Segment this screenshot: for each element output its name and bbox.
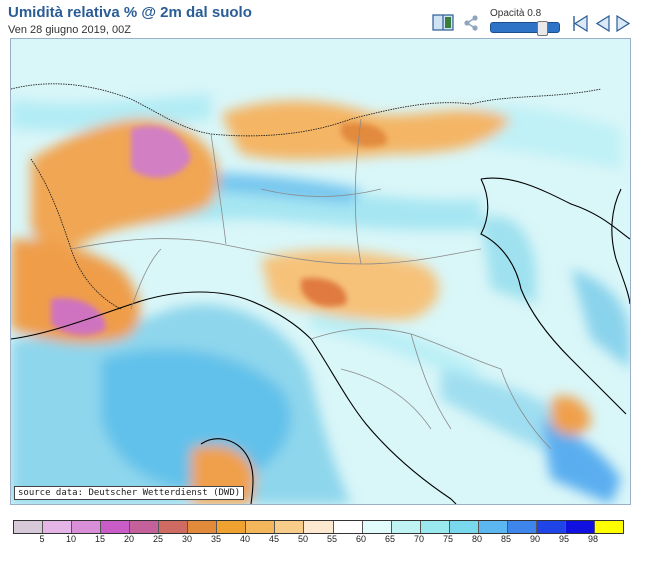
legend-swatch (333, 521, 363, 533)
legend-tick-label: 55 (326, 534, 338, 544)
source-attribution: source data: Deutscher Wetterdienst (DWD… (14, 486, 245, 500)
legend-swatch (362, 521, 392, 533)
legend-ticks: 5 10 15 20 25 30 35 40 45 50 55 60 65 70 75 80 85 90 95 98 (13, 534, 622, 548)
legend-swatch (565, 521, 595, 533)
legend-swatch (130, 521, 160, 533)
legend-swatch (536, 521, 566, 533)
legend-tick-label: 40 (239, 534, 251, 544)
legend-tick-label: 10 (65, 534, 77, 544)
legend-tick-label: 35 (210, 534, 222, 544)
legend-swatch (594, 521, 623, 533)
legend-swatch (188, 521, 218, 533)
opacity-slider[interactable] (490, 21, 560, 36)
legend-tick-label: 25 (152, 534, 164, 544)
legend-swatch (391, 521, 421, 533)
legend-swatch (72, 521, 102, 533)
legend-swatch (246, 521, 276, 533)
opacity-label: Opacità 0.8 (490, 8, 542, 19)
legend-swatch (304, 521, 334, 533)
legend-swatch (275, 521, 305, 533)
opacity-slider-handle[interactable] (537, 21, 548, 36)
toolbar: Opacità 0.8 (432, 8, 637, 37)
legend-swatch (507, 521, 537, 533)
legend-tick-label: 70 (413, 534, 425, 544)
legend-tick-label: 90 (529, 534, 541, 544)
legend-swatch (478, 521, 508, 533)
color-legend (13, 520, 624, 534)
legend-tick-label: 20 (123, 534, 135, 544)
map-subtitle: Ven 28 giugno 2019, 00Z (8, 24, 131, 36)
map-canvas (11, 39, 630, 504)
legend-tick-label: 5 (39, 534, 45, 544)
first-frame-icon[interactable] (572, 14, 590, 37)
book-icon[interactable] (432, 14, 454, 36)
next-frame-icon[interactable] (616, 14, 631, 37)
legend-tick-label: 50 (297, 534, 309, 544)
map-title: Umidità relativa % @ 2m dal suolo (8, 4, 252, 21)
legend-tick-label: 65 (384, 534, 396, 544)
legend-tick-label: 45 (268, 534, 280, 544)
humidity-map[interactable]: source data: Deutscher Wetterdienst (DWD… (10, 38, 631, 505)
legend-tick-label: 75 (442, 534, 454, 544)
legend-tick-label: 85 (500, 534, 512, 544)
legend-tick-label: 60 (355, 534, 367, 544)
legend-swatch (101, 521, 131, 533)
legend-tick-label: 95 (558, 534, 570, 544)
legend-swatch (43, 521, 73, 533)
legend-swatch (449, 521, 479, 533)
legend-swatch (14, 521, 44, 533)
legend-swatch (420, 521, 450, 533)
legend-tick-label: 98 (587, 534, 599, 544)
legend-tick-label: 30 (181, 534, 193, 544)
previous-frame-icon[interactable] (595, 14, 610, 37)
legend-swatch (159, 521, 189, 533)
share-icon[interactable] (463, 15, 479, 36)
legend-tick-label: 15 (94, 534, 106, 544)
legend-swatch (217, 521, 247, 533)
legend-tick-label: 80 (471, 534, 483, 544)
